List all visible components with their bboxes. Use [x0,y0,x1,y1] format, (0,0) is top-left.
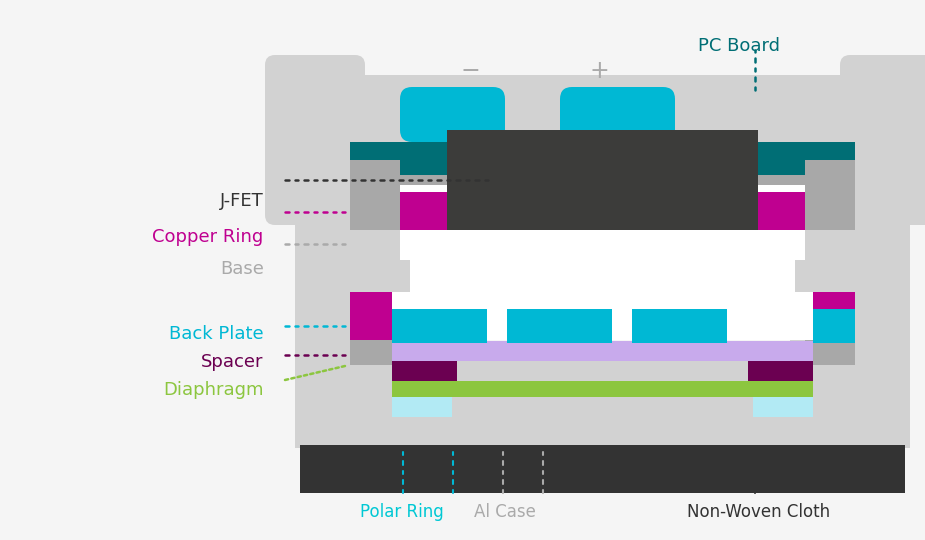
Text: PC Board: PC Board [698,37,781,55]
Text: +: + [589,59,610,83]
Text: Base: Base [220,260,264,278]
Bar [507,309,612,343]
Bar [805,160,855,230]
Bar [790,278,855,448]
Bar [392,361,457,381]
Bar [795,260,855,292]
Bar [415,348,790,448]
FancyBboxPatch shape [400,87,505,142]
Text: Diaphragm: Diaphragm [163,381,264,399]
FancyBboxPatch shape [560,87,675,142]
Bar [350,278,415,448]
Bar [392,397,452,417]
Bar [813,309,855,343]
Bar [295,75,350,448]
Bar [350,260,410,292]
Bar [855,75,910,448]
Bar [350,230,392,340]
Text: −: − [460,59,480,83]
FancyBboxPatch shape [840,55,925,225]
FancyBboxPatch shape [265,55,365,225]
Bar [758,175,813,185]
Bar [392,309,487,343]
Bar [753,397,813,417]
Bar [350,180,855,192]
Bar [350,142,855,180]
Bar [350,160,400,230]
Bar [805,145,855,365]
Text: Spacer: Spacer [201,353,264,371]
Text: Al Case: Al Case [475,503,536,521]
Bar [392,175,447,185]
Text: Copper Ring: Copper Ring [153,227,264,246]
Text: J-FET: J-FET [220,192,264,210]
Bar [748,361,813,381]
Bar [392,341,813,361]
Bar [350,145,400,365]
Bar [350,75,855,205]
Text: Back Plate: Back Plate [169,325,264,343]
Bar [350,230,400,260]
Bar [392,381,813,397]
Bar [813,230,855,340]
Bar [350,192,855,230]
Bar [447,130,758,230]
Text: Polar Ring: Polar Ring [361,503,444,521]
Bar [300,445,905,493]
Bar [392,230,813,340]
Bar [805,230,855,260]
Bar [632,309,727,343]
Text: Non-Woven Cloth: Non-Woven Cloth [687,503,830,521]
